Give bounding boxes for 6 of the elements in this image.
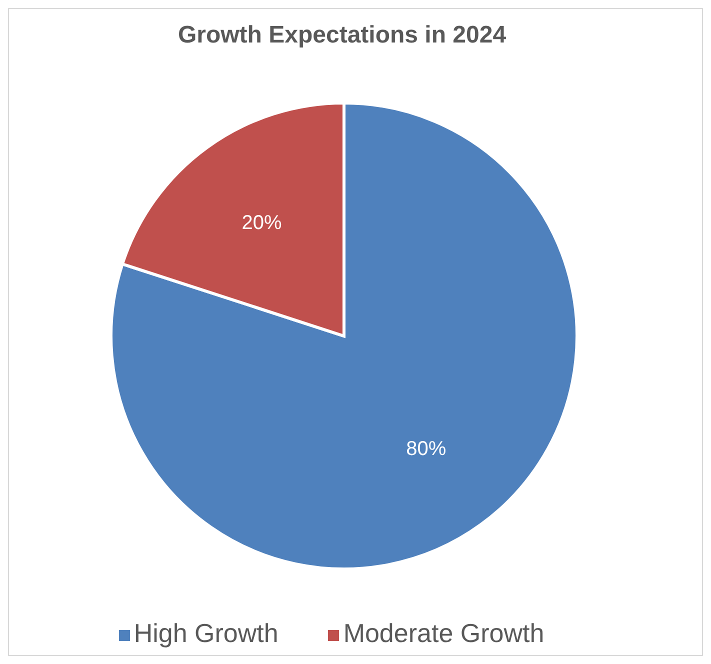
legend-label: High Growth: [134, 618, 278, 648]
data-label: 20%: [242, 212, 282, 234]
legend-label: Moderate Growth: [343, 618, 544, 648]
chart-title: Growth Expectations in 2024: [178, 22, 507, 48]
data-label: 80%: [406, 438, 446, 460]
pie-slice: [110, 102, 578, 570]
